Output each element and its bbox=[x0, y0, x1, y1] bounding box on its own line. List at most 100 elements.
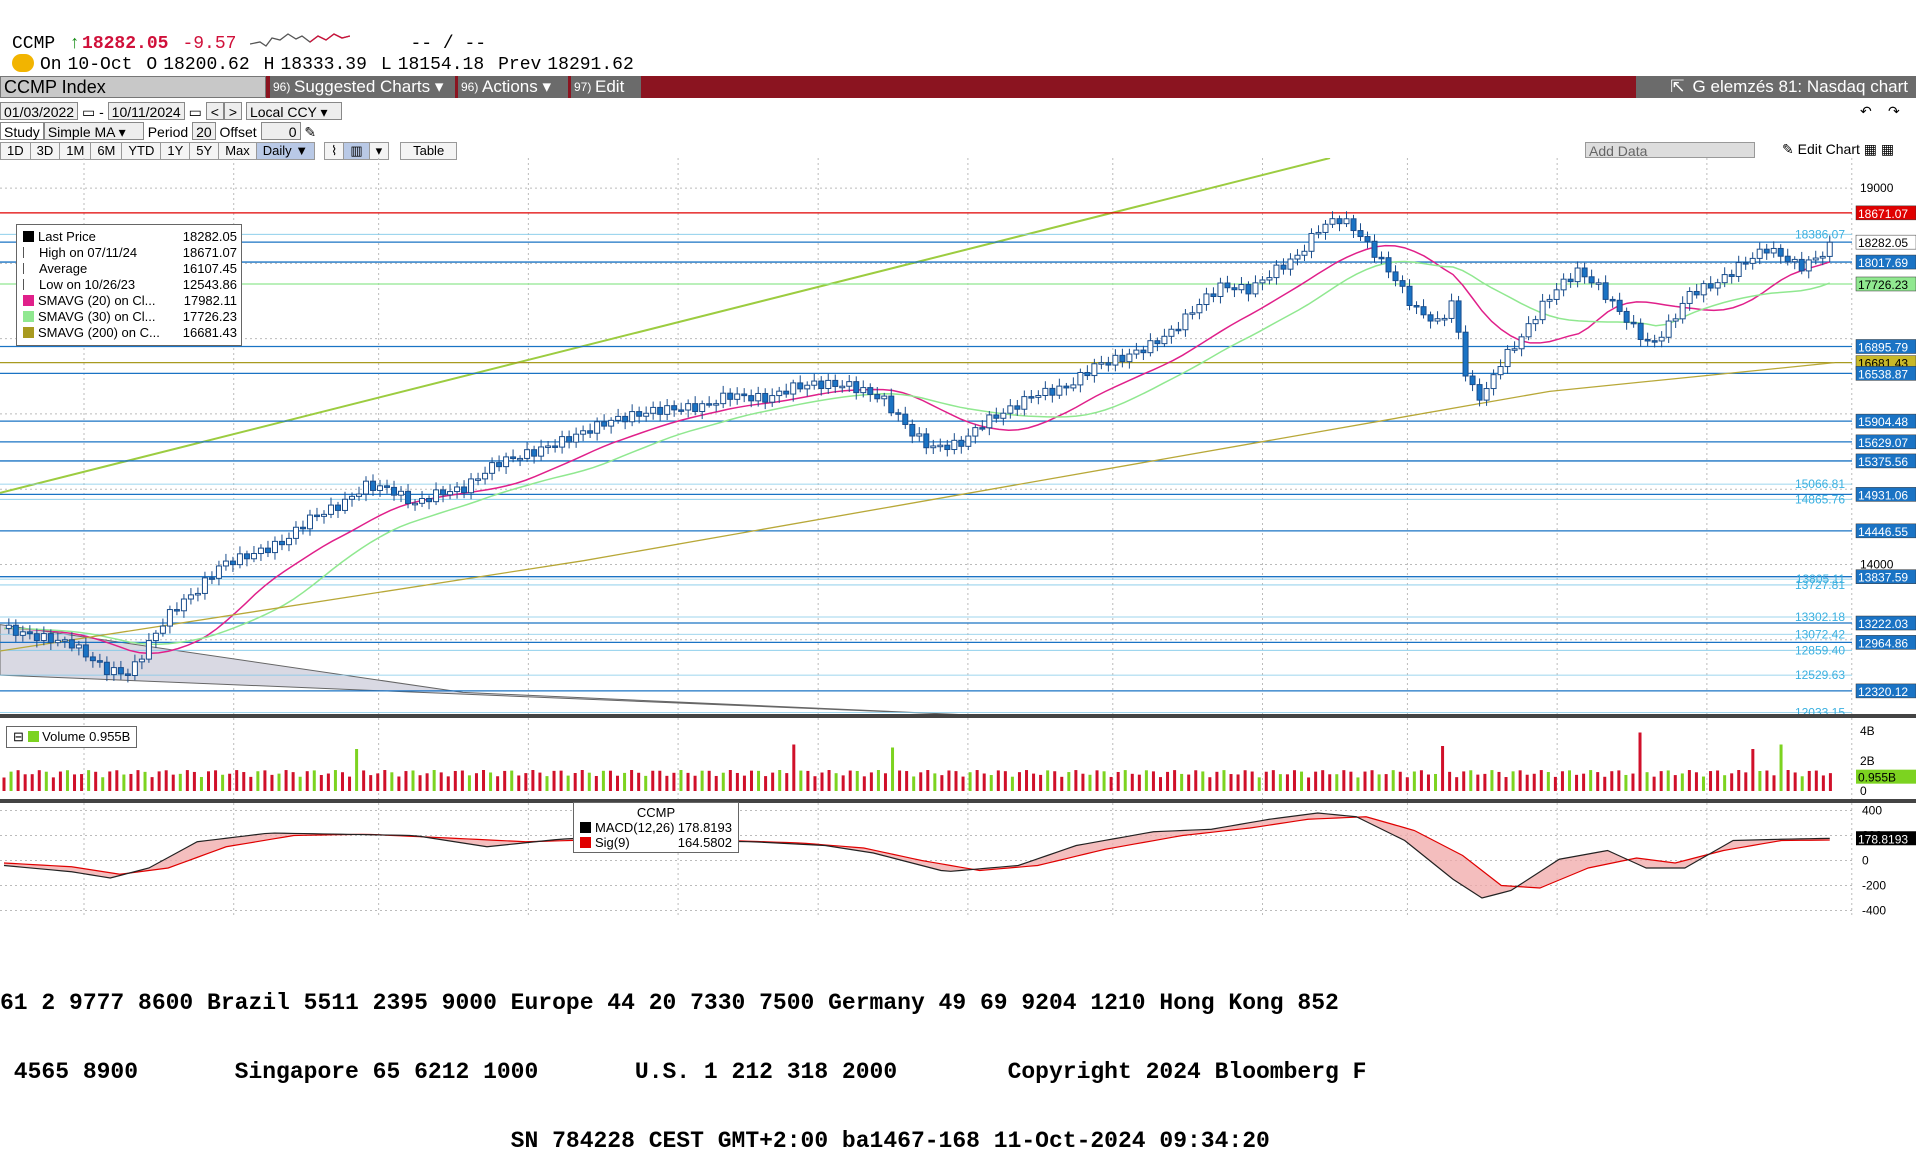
volume-bar bbox=[1497, 771, 1501, 791]
tab-6m[interactable]: 6M bbox=[90, 142, 123, 160]
bloomberg-gauge-icon[interactable] bbox=[12, 54, 34, 72]
candle-body bbox=[839, 385, 846, 389]
volume-bar bbox=[1243, 770, 1247, 791]
end-date-input[interactable]: 10/11/2024 bbox=[107, 102, 185, 120]
redo-icon[interactable]: ↷ bbox=[1888, 103, 1900, 119]
volume-bar bbox=[1737, 770, 1741, 791]
candle-body bbox=[75, 644, 82, 649]
candle-body bbox=[1686, 290, 1693, 304]
pencil-icon[interactable]: ✎ bbox=[304, 124, 317, 140]
candle-body bbox=[951, 439, 958, 451]
tab-1m[interactable]: 1M bbox=[59, 142, 92, 160]
candle-body bbox=[412, 502, 419, 506]
ticker-field[interactable]: CCMP Index bbox=[0, 76, 266, 98]
candle-body bbox=[1574, 267, 1581, 283]
candle-body bbox=[12, 624, 19, 636]
volume-bar bbox=[291, 772, 295, 791]
add-data-input[interactable]: Add Data bbox=[1585, 142, 1755, 159]
high-label: H bbox=[263, 55, 275, 75]
level-badge-label: 18017.69 bbox=[1858, 256, 1908, 270]
candle-body bbox=[517, 457, 524, 461]
edit-menu[interactable]: 97) Edit ▾ bbox=[571, 76, 641, 118]
price-axis-tick: 19000 bbox=[1860, 181, 1894, 195]
legend-label: Average bbox=[23, 261, 87, 277]
study-label: Study bbox=[0, 122, 44, 140]
calendar-icon[interactable]: ▭ bbox=[188, 104, 202, 120]
candle-body bbox=[1308, 233, 1315, 252]
candle-body bbox=[1336, 218, 1343, 225]
candle-body bbox=[215, 565, 222, 579]
next-period-button[interactable]: > bbox=[223, 102, 243, 120]
candle-body bbox=[103, 661, 110, 676]
volume-bar bbox=[721, 772, 725, 791]
offset-input[interactable]: 0 bbox=[260, 122, 301, 140]
candle-body bbox=[475, 478, 482, 481]
tab-1y[interactable]: 1Y bbox=[160, 142, 191, 160]
volume-bar bbox=[277, 773, 281, 791]
candle-body bbox=[909, 423, 916, 437]
candle-body bbox=[1798, 258, 1805, 272]
level-badge bbox=[1855, 234, 1916, 250]
grid-icon[interactable]: ▦ bbox=[1880, 141, 1895, 157]
volume-bar bbox=[305, 771, 309, 791]
level-label: 14865.76 bbox=[1795, 492, 1845, 506]
candle-body bbox=[1084, 372, 1091, 377]
volume-bar bbox=[968, 772, 972, 791]
level-badge bbox=[1855, 523, 1916, 539]
volume-bar bbox=[404, 771, 408, 791]
level-label: 13805.11 bbox=[1796, 572, 1845, 586]
candle-body bbox=[145, 640, 152, 660]
volume-bar bbox=[1518, 770, 1522, 791]
volume-bar bbox=[1680, 773, 1684, 791]
volume-bar bbox=[249, 776, 253, 791]
study-select[interactable]: Simple MA ▾ bbox=[43, 122, 144, 140]
volume-bar bbox=[1173, 770, 1177, 791]
collapse-icon[interactable]: ⊟ bbox=[13, 729, 24, 744]
candle-body bbox=[1182, 313, 1189, 331]
start-date-input[interactable]: 01/03/2022 bbox=[0, 102, 79, 120]
candle-body bbox=[1427, 314, 1434, 322]
candle-body bbox=[1098, 362, 1105, 365]
level-badge bbox=[1855, 254, 1916, 270]
candle-body bbox=[461, 486, 468, 494]
volume-bar bbox=[503, 770, 507, 791]
currency-select[interactable]: Local CCY ▾ bbox=[245, 102, 342, 120]
calendar-icon[interactable]: ▭ bbox=[81, 104, 96, 120]
volume-bar bbox=[1525, 774, 1529, 791]
candle-body bbox=[1322, 223, 1329, 233]
volume-bar bbox=[834, 773, 838, 791]
volume-bar bbox=[1328, 774, 1332, 791]
actions-label: Actions bbox=[482, 77, 538, 96]
candle-body bbox=[391, 486, 398, 496]
candle-body bbox=[377, 485, 384, 491]
export-icon[interactable]: ⇱ bbox=[1670, 77, 1685, 96]
edit-chart-button[interactable]: ✎ Edit Chart ▦ ▦ bbox=[1782, 141, 1894, 158]
candle-body bbox=[671, 405, 678, 411]
tab-3d[interactable]: 3D bbox=[29, 142, 61, 160]
candle-body bbox=[1623, 310, 1630, 323]
candle-body bbox=[1357, 230, 1364, 238]
volume-bar bbox=[1758, 771, 1762, 791]
line-chart-icon[interactable]: ⌇ bbox=[324, 142, 345, 160]
prev-period-button[interactable]: < bbox=[205, 102, 224, 120]
volume-bar bbox=[1441, 746, 1445, 791]
suggested-charts-menu[interactable]: 96) Suggested Charts ▾ bbox=[270, 76, 455, 98]
undo-icon[interactable]: ↶ bbox=[1860, 103, 1872, 119]
volume-bar bbox=[1032, 773, 1036, 791]
settings-icon[interactable]: ▦ bbox=[1863, 141, 1877, 157]
candle-body bbox=[271, 540, 278, 554]
tab-daily[interactable]: Daily ▼ bbox=[255, 142, 316, 160]
tab-max[interactable]: Max bbox=[218, 142, 257, 160]
legend-label: High on 07/11/24 bbox=[23, 245, 137, 261]
volume-bar bbox=[1215, 771, 1219, 791]
candle-body bbox=[1651, 340, 1658, 343]
volume-bar bbox=[954, 771, 958, 791]
suggested-num: 96) bbox=[273, 80, 291, 94]
volume-bar bbox=[242, 772, 246, 791]
tab-ytd[interactable]: YTD bbox=[121, 142, 162, 160]
table-button[interactable]: Table bbox=[400, 142, 458, 160]
candle-body bbox=[1287, 258, 1294, 270]
period-input[interactable]: 20 bbox=[192, 122, 216, 140]
actions-menu[interactable]: 96) Actions ▾ bbox=[458, 76, 568, 98]
